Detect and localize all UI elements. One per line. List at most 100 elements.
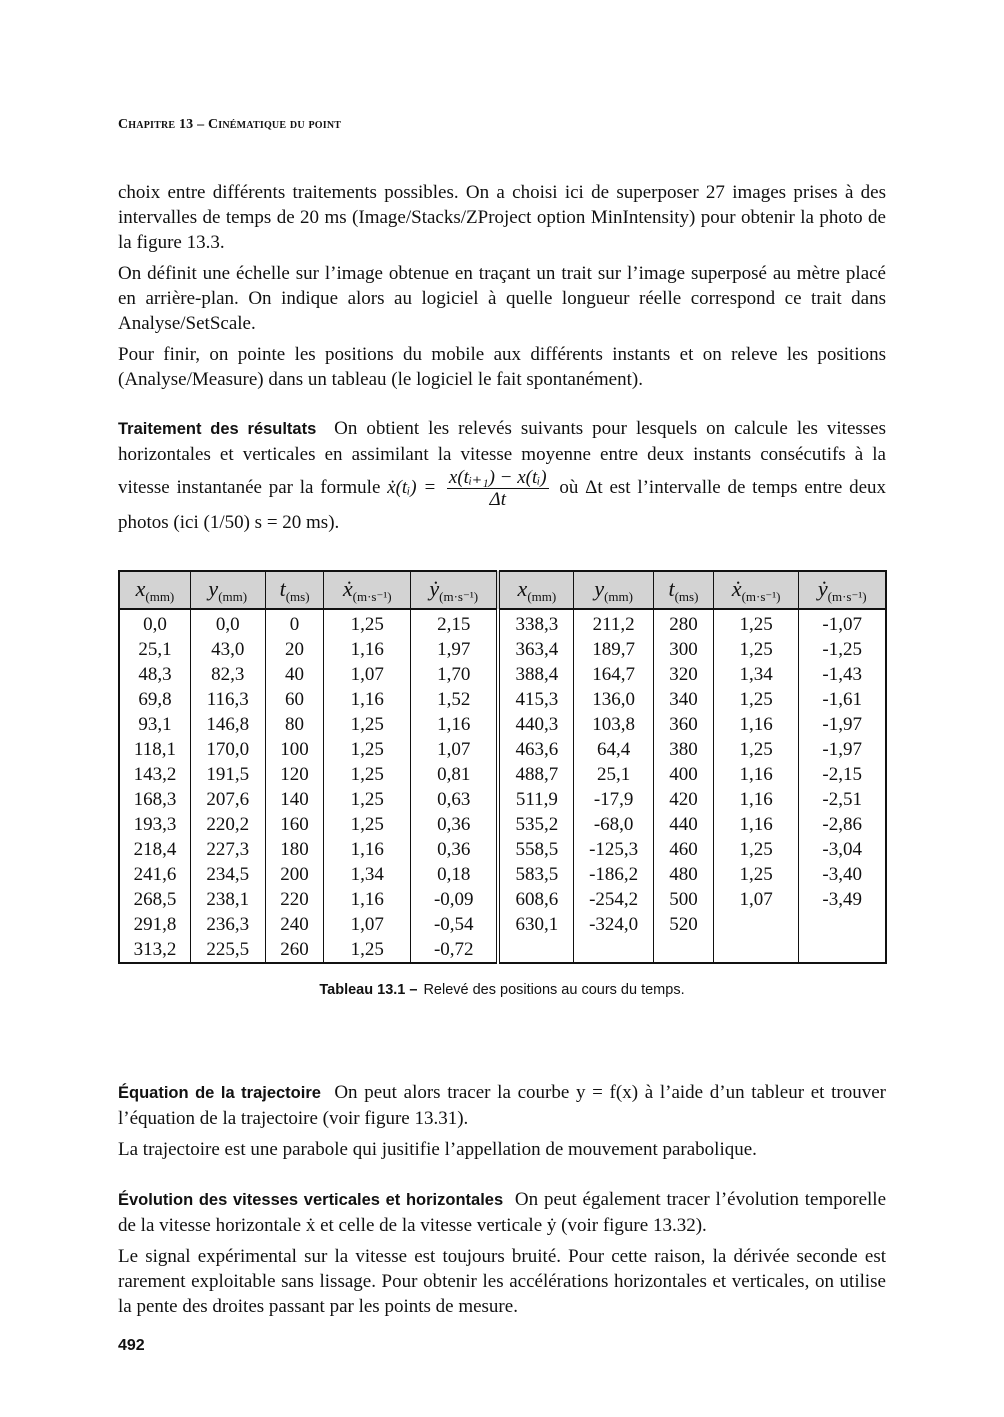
table-cell: 193,3	[118, 812, 191, 837]
table-cell	[798, 912, 886, 937]
table-cell: 1,07	[712, 887, 799, 912]
paragraph: Traitement des résultats On obtient les …	[118, 416, 886, 535]
table-cell: -2,15	[798, 762, 886, 787]
table-cell: 291,8	[118, 912, 191, 937]
table-cell: -254,2	[573, 887, 654, 912]
table-cell: 460	[653, 837, 714, 862]
paragraph: La trajectoire est une parabole qui jusi…	[118, 1139, 757, 1160]
table-cell: -3,49	[798, 887, 886, 912]
table-cell: -1,97	[798, 737, 886, 762]
table-cell: 60	[264, 687, 324, 712]
paragraph: choix entre différents traitements possi…	[118, 182, 886, 253]
header-symbol: ẋ	[731, 575, 742, 601]
table-cell: 583,5	[496, 862, 574, 887]
table-cell: -2,86	[798, 812, 886, 837]
table-cell: 200	[264, 862, 324, 887]
table-cell: 0,0	[118, 609, 191, 637]
table-cell	[653, 937, 714, 963]
table-row: 25,1 43,0 20 1,16 1,97 363,4 189,7 300 1,25 -1,25	[118, 637, 886, 662]
table-cell: 313,2	[118, 937, 191, 963]
table-cell: -1,25	[798, 637, 886, 662]
table-cell: 80	[264, 712, 324, 737]
paragraph: Le signal expérimental sur la vitesse es…	[118, 1246, 886, 1317]
table-cell: 116,3	[189, 687, 266, 712]
table-cell: 1,25	[712, 837, 799, 862]
table-cell: 1,97	[409, 637, 499, 662]
table-row: 93,1 146,8 80 1,25 1,16 440,3 103,8 360 1,16 -1,9…	[118, 712, 886, 737]
table-cell: 511,9	[496, 787, 574, 812]
table-cell: 0,36	[409, 812, 499, 837]
column-header: t(ms)	[653, 571, 714, 610]
header-symbol: ẏ	[817, 575, 828, 601]
table-cell: -17,9	[573, 787, 654, 812]
table-cell: -0,72	[409, 937, 499, 963]
table-cell: -68,0	[573, 812, 654, 837]
text: On peut également tracer l’évolution tem…	[118, 1189, 887, 1236]
table-row: 143,2 191,5 120 1,25 0,81 488,7 25,1 400 1,16 -2,…	[118, 762, 886, 787]
table-cell: 608,6	[496, 887, 574, 912]
table-cell: 118,1	[118, 737, 191, 762]
header-unit: (mm)	[604, 588, 633, 604]
table-cell: 211,2	[573, 609, 654, 637]
header-symbol: ẏ	[429, 575, 440, 601]
table-cell: 0,0	[189, 609, 266, 637]
table-cell: 0,63	[409, 787, 499, 812]
table-cell: 1,16	[712, 762, 799, 787]
evolution-section: Évolution des vitesses verticales et hor…	[118, 1187, 886, 1325]
table-cell: 1,25	[323, 937, 411, 963]
table-row: 193,3 220,2 160 1,25 0,36 535,2 -68,0 440 1,16 -2…	[118, 812, 886, 837]
chapter-title: Chapitre 13 – Cinématique du point	[118, 117, 342, 132]
table-cell: 520	[653, 912, 714, 937]
table-caption: Tableau 13.1 – Relevé des positions au co…	[0, 982, 1004, 998]
table-cell: 1,25	[712, 637, 799, 662]
table-row: 313,2 225,5 260 1,25 -0,72	[118, 937, 886, 963]
header-unit: (mm)	[527, 588, 557, 604]
table-cell: 415,3	[496, 687, 574, 712]
table-cell	[712, 912, 799, 937]
header-symbol: y	[594, 575, 605, 601]
traitement-section: Traitement des résultats On obtient les …	[118, 416, 886, 541]
table-cell: 1,25	[323, 737, 411, 762]
table-cell: -1,61	[798, 687, 886, 712]
table-cell: 240	[264, 912, 324, 937]
table-cell: 1,16	[323, 837, 411, 862]
table-cell: 120	[264, 762, 324, 787]
page-number: 492	[118, 1337, 145, 1354]
section-heading: Traitement des résultats	[118, 420, 317, 438]
table-cell: 360	[653, 712, 714, 737]
table-cell: -1,43	[798, 662, 886, 687]
table-cell: 136,0	[573, 687, 654, 712]
table-row: 291,8 236,3 240 1,07 -0,54 630,1 -324,0 520	[118, 912, 886, 937]
header-symbol: x	[517, 575, 528, 601]
header-unit: (m·s⁻¹)	[439, 588, 479, 604]
table-cell: 1,16	[323, 887, 411, 912]
table-cell: 25,1	[573, 762, 654, 787]
table-cell: 440,3	[496, 712, 574, 737]
table-cell: 1,70	[409, 662, 499, 687]
header-symbol: ẋ	[342, 575, 353, 601]
table-cell	[573, 937, 654, 963]
table-cell: 234,5	[189, 862, 266, 887]
table-cell: 535,2	[496, 812, 574, 837]
table-cell: 82,3	[189, 662, 266, 687]
table-row: 268,5 238,1 220 1,16 -0,09 608,6 -254,2 500 1,07…	[118, 887, 886, 912]
table-cell: -324,0	[573, 912, 654, 937]
table-cell: 1,16	[323, 637, 411, 662]
table-cell: 1,25	[323, 787, 411, 812]
header-symbol: x	[135, 575, 146, 601]
table-cell: 340	[653, 687, 714, 712]
caption-label: Tableau 13.1 –	[319, 982, 418, 998]
header-unit: (m·s⁻¹)	[741, 588, 781, 604]
table-cell: 220	[264, 887, 324, 912]
column-header: x(mm)	[496, 571, 574, 610]
column-header: x(mm)	[118, 571, 191, 610]
table-cell: 463,6	[496, 737, 574, 762]
table-cell: 1,16	[712, 712, 799, 737]
header-symbol: y	[208, 575, 219, 601]
table-cell: 260	[264, 937, 324, 963]
table-cell: 440	[653, 812, 714, 837]
table-cell: 218,4	[118, 837, 191, 862]
header-unit: (m·s⁻¹)	[352, 588, 392, 604]
table-cell: 1,25	[712, 862, 799, 887]
table-cell: 0,18	[409, 862, 499, 887]
